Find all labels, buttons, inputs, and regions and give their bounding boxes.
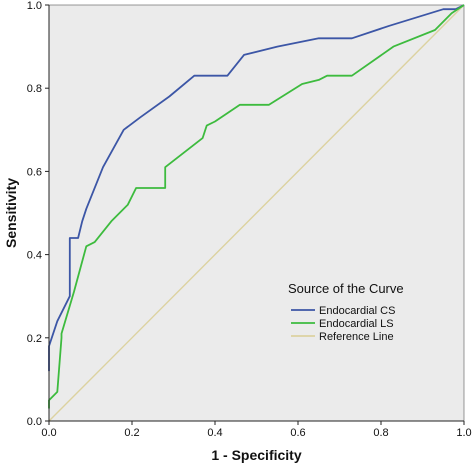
x-tick-label: 1.0 [456,427,471,439]
y-tick-label: 1.0 [27,0,42,12]
y-tick-label: 0.6 [27,166,42,178]
legend-label-endocardial-ls: Endocardial LS [319,318,394,330]
legend: Source of the Curve Endocardial CSEndoca… [288,281,404,343]
legend-label-endocardial-cs: Endocardial CS [319,305,395,317]
legend-title: Source of the Curve [288,281,404,296]
series-line-endocardial-cs [48,4,465,372]
y-tick-label: 0.8 [27,83,42,95]
series-line-reference-line [48,4,465,422]
y-tick-label: 0.4 [27,250,42,262]
y-tick-label: 0.0 [27,416,42,428]
x-axis-title: 1 - Specificity [211,447,301,463]
y-axis-ticks: 0.0 0.2 0.4 0.6 0.8 1.0 [27,0,49,428]
series-line-endocardial-ls [48,4,465,409]
x-tick-label: 0.0 [41,427,56,439]
x-tick-label: 0.8 [373,427,388,439]
x-tick-label: 0.2 [124,427,139,439]
x-axis-ticks: 0.0 0.2 0.4 0.6 0.8 1.0 [41,421,472,439]
x-tick-label: 0.6 [290,427,305,439]
legend-label-reference-line: Reference Line [319,331,394,343]
y-tick-label: 0.2 [27,333,42,345]
x-tick-label: 0.4 [207,427,222,439]
series-layer [48,4,465,422]
y-axis-title: Sensitivity [3,178,19,248]
